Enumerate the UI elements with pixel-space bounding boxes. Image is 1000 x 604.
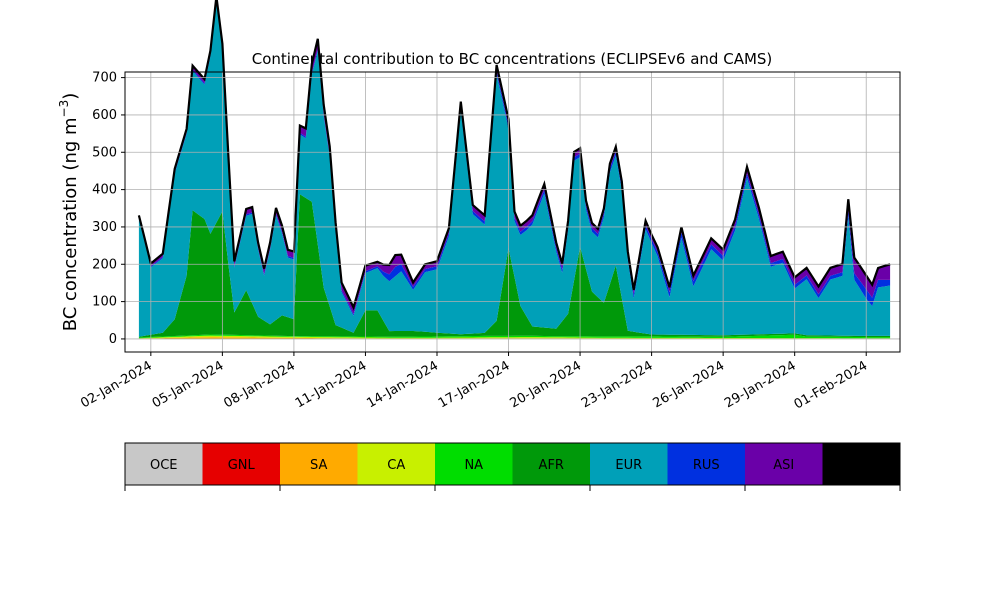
area-aus-outline bbox=[137, 0, 891, 311]
y-tick-label: 600 bbox=[92, 108, 117, 123]
x-tick-label: 17-Jan-2024 bbox=[436, 358, 513, 411]
y-tick-label: 700 bbox=[92, 71, 117, 86]
legend-swatch-rus bbox=[667, 443, 745, 485]
area-ca bbox=[138, 335, 891, 339]
x-tick-label: 26-Jan-2024 bbox=[651, 358, 728, 411]
x-tick-label: 02-Jan-2024 bbox=[78, 358, 155, 411]
x-tick-label: 14-Jan-2024 bbox=[364, 358, 441, 411]
y-axis-label-exponent: −3 bbox=[57, 100, 71, 118]
legend-swatch-aus bbox=[822, 443, 900, 485]
x-tick-label: 08-Jan-2024 bbox=[221, 358, 298, 411]
x-tick-label: 11-Jan-2024 bbox=[293, 358, 370, 411]
legend-label-eur: EUR bbox=[615, 458, 642, 473]
grid-lines bbox=[125, 72, 900, 352]
y-tick-label: 400 bbox=[92, 183, 117, 198]
legend-label-oce: OCE bbox=[150, 458, 178, 473]
legend-swatch-sa bbox=[280, 443, 358, 485]
y-tick-label: 100 bbox=[92, 295, 117, 310]
x-tick-label: 29-Jan-2024 bbox=[722, 358, 799, 411]
legend-swatch-asi bbox=[745, 443, 823, 485]
legend-label-aus: AUS bbox=[848, 458, 875, 473]
legend-frame bbox=[124, 442, 901, 486]
y-tick-label: 0 bbox=[109, 332, 117, 347]
x-tick-label: 20-Jan-2024 bbox=[507, 358, 584, 411]
y-tick-label: 200 bbox=[92, 257, 117, 272]
y-axis-label: BC concentration (ng m−3) bbox=[57, 93, 81, 332]
legend-swatch-ca bbox=[357, 443, 435, 485]
legend-label-sa: SA bbox=[310, 458, 327, 473]
legend-swatch-oce bbox=[125, 443, 203, 485]
legend-label-ca: CA bbox=[387, 458, 405, 473]
x-tick-label: 23-Jan-2024 bbox=[579, 358, 656, 411]
chart-title: Continental contribution to BC concentra… bbox=[252, 50, 773, 68]
y-tick-label: 500 bbox=[92, 145, 117, 160]
legend-label-na: NA bbox=[464, 458, 483, 473]
x-tick-label: 01-Feb-2024 bbox=[792, 358, 871, 412]
legend-swatch-na bbox=[435, 443, 513, 485]
plot-frame bbox=[124, 71, 901, 353]
legend-colorbar: OCE GNL SA CA NA AFR EUR RUS ASI AUS bbox=[124, 442, 901, 491]
legend-swatch-gnl bbox=[202, 443, 280, 485]
y-axis-label-main: BC concentration (ng m bbox=[60, 117, 81, 331]
legend-swatch-afr bbox=[512, 443, 590, 485]
legend-label-rus: RUS bbox=[693, 458, 720, 473]
area-na bbox=[138, 334, 891, 339]
y-tick-label: 300 bbox=[92, 220, 117, 235]
y-axis-label-close: ) bbox=[60, 93, 81, 100]
area-eur bbox=[138, 2, 891, 337]
legend-label-asi: ASI bbox=[773, 458, 794, 473]
x-tick-label: 05-Jan-2024 bbox=[150, 358, 227, 411]
legend-label-afr: AFR bbox=[539, 458, 564, 473]
area-sa bbox=[138, 337, 891, 339]
legend-swatch-eur bbox=[590, 443, 668, 485]
legend-label-gnl: GNL bbox=[228, 458, 256, 473]
